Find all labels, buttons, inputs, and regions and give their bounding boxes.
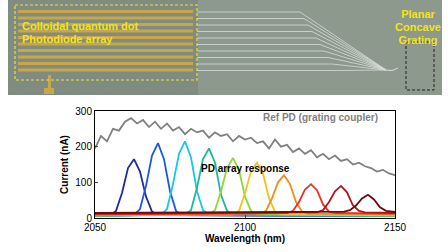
svg-text:PlanarConcaveGrating: PlanarConcaveGrating <box>395 8 441 46</box>
svg-text:Wavelength (nm): Wavelength (nm) <box>205 233 285 244</box>
svg-text:0: 0 <box>86 213 92 224</box>
svg-text:Colloidal quantum dotPhotodiod: Colloidal quantum dotPhotodiode array <box>22 20 138 45</box>
svg-text:100: 100 <box>75 177 92 188</box>
svg-text:2050: 2050 <box>84 222 107 233</box>
svg-text:Current (nA): Current (nA) <box>59 135 70 194</box>
svg-text:PD array response: PD array response <box>201 163 290 174</box>
svg-text:Ref PD (grating coupler): Ref PD (grating coupler) <box>263 112 378 123</box>
svg-text:300: 300 <box>75 106 92 117</box>
svg-text:2150: 2150 <box>384 222 407 233</box>
svg-text:200: 200 <box>75 141 92 152</box>
svg-text:2100: 2100 <box>234 222 257 233</box>
